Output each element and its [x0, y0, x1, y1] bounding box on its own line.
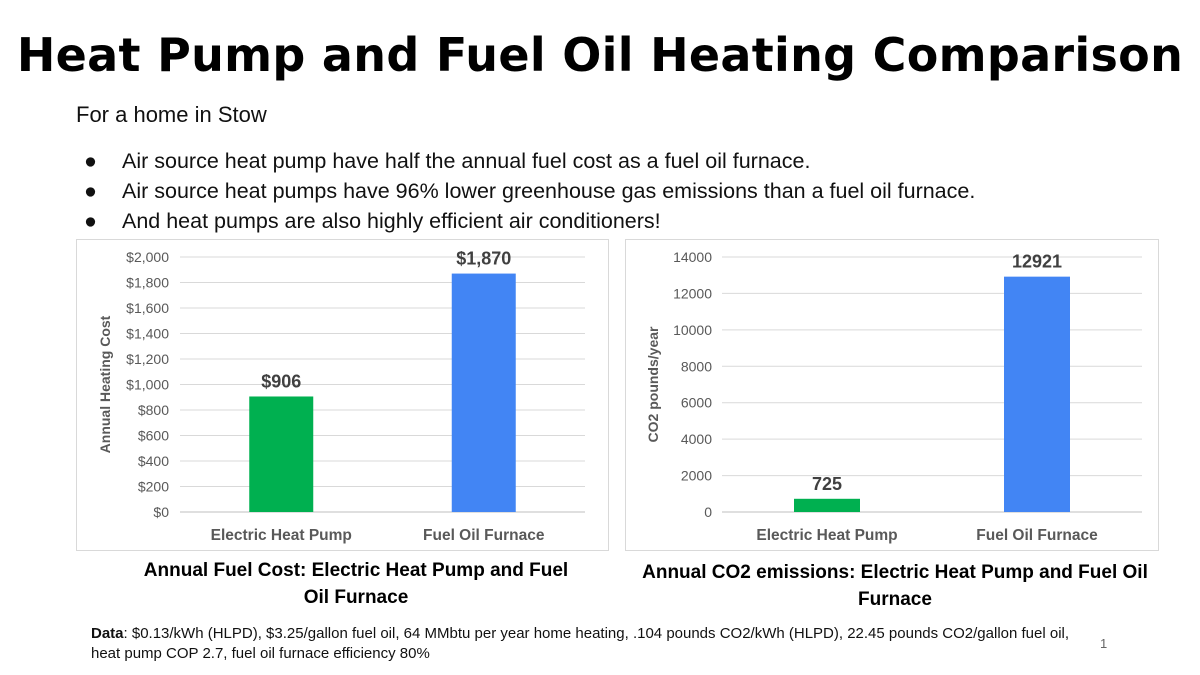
page-number: 1 — [1100, 636, 1108, 651]
y-tick-label: $200 — [138, 479, 169, 495]
bullet-list: ● Air source heat pump have half the ann… — [84, 146, 975, 236]
y-tick-label: 10000 — [673, 322, 712, 338]
bullet-item: ● Air source heat pump have half the ann… — [84, 146, 975, 176]
y-tick-label: 8000 — [681, 358, 712, 374]
x-tick-label: Electric Heat Pump — [211, 527, 352, 544]
bar — [1004, 276, 1070, 512]
bar — [451, 273, 516, 512]
y-tick-label: 4000 — [681, 431, 712, 447]
data-label: 12921 — [1012, 252, 1062, 272]
bullet-dot-icon: ● — [84, 179, 97, 203]
co2-chart-caption: Annual CO2 emissions: Electric Heat Pump… — [642, 562, 1148, 610]
y-tick-label: $800 — [138, 402, 169, 418]
bullet-text: Air source heat pumps have 96% lower gre… — [122, 179, 976, 203]
x-tick-label: Fuel Oil Furnace — [423, 527, 545, 544]
y-tick-label: $1,800 — [126, 275, 169, 291]
y-tick-label: $400 — [138, 453, 169, 469]
y-tick-label: $1,600 — [126, 300, 169, 316]
fuel-cost-chart-caption: Annual Fuel Cost: Electric Heat Pump and… — [143, 560, 569, 608]
y-tick-label: $1,000 — [126, 377, 169, 393]
y-tick-label: 6000 — [681, 395, 712, 411]
y-tick-label: 2000 — [681, 468, 712, 484]
bullet-dot-icon: ● — [84, 149, 97, 173]
data-note-label: Data — [91, 625, 124, 642]
data-note-text: : $0.13/kWh (HLPD), $3.25/gallon fuel oi… — [91, 625, 1070, 662]
data-source-note: Data: $0.13/kWh (HLPD), $3.25/gallon fue… — [91, 624, 1091, 664]
slide-title: Heat Pump and Fuel Oil Heating Compariso… — [16, 28, 1184, 82]
slide-subtitle: For a home in Stow — [76, 102, 267, 127]
bullet-text: Air source heat pump have half the annua… — [122, 149, 811, 173]
bullet-dot-icon: ● — [84, 209, 97, 233]
bullet-text: And heat pumps are also highly efficient… — [122, 209, 661, 233]
y-tick-label: 0 — [704, 504, 712, 520]
data-label: $1,870 — [456, 249, 511, 269]
y-axis-label: Annual Heating Cost — [97, 315, 113, 453]
x-tick-label: Fuel Oil Furnace — [976, 527, 1098, 544]
co2-chart: 0 2000 4000 6000 8000 10000 12000 14000 CO2 poun… — [645, 249, 1142, 544]
y-tick-label: $600 — [138, 428, 169, 444]
y-tick-label: $0 — [153, 504, 169, 520]
y-tick-label: $1,200 — [126, 351, 169, 367]
y-tick-label: $2,000 — [126, 249, 169, 265]
data-label: $906 — [261, 371, 301, 391]
bar — [249, 396, 314, 512]
x-tick-label: Electric Heat Pump — [756, 527, 897, 544]
bar — [794, 498, 860, 512]
y-axis-label: CO2 pounds/year — [645, 326, 661, 442]
data-label: 725 — [812, 474, 842, 494]
bullet-item: ● And heat pumps are also highly efficie… — [84, 206, 975, 236]
y-tick-label: 12000 — [673, 285, 712, 301]
bullet-item: ● Air source heat pumps have 96% lower g… — [84, 176, 975, 206]
y-tick-label: 14000 — [673, 249, 712, 265]
fuel-cost-chart-panel: $0 $200 $400 $600 $800 $1,000 $1,200 $1,400 $1,6… — [76, 239, 609, 551]
y-tick-label: $1,400 — [126, 326, 169, 342]
fuel-cost-chart: $0 $200 $400 $600 $800 $1,000 $1,200 $1,400 $1,6… — [97, 249, 585, 544]
co2-chart-panel: 0 2000 4000 6000 8000 10000 12000 14000 CO2 poun… — [625, 239, 1159, 551]
